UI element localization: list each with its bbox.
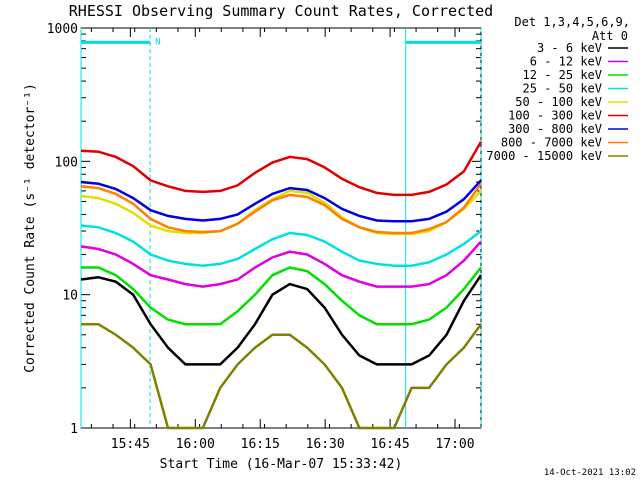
series-line-1 [80, 240, 482, 288]
series-line-8 [81, 322, 483, 430]
x-tick-label: 16:30 [306, 437, 345, 452]
legend-entry-label: 12 - 25 keV [523, 68, 602, 82]
x-axis-label: Start Time (16-Mar-07 15:33:42) [160, 457, 403, 472]
legend-header: Det 1,3,4,5,6,9, [514, 15, 630, 29]
legend-entry-label: 50 - 100 keV [515, 95, 602, 109]
series-line-5 [80, 141, 483, 197]
y-tick-label: 1 [70, 422, 78, 437]
legend-entry-label: 100 - 300 keV [508, 109, 602, 123]
chart-title: RHESSI Observing Summary Count Rates, Co… [69, 2, 493, 20]
y-tick-label: 1000 [47, 22, 78, 37]
series-line-2 [81, 266, 482, 326]
x-tick-label: 16:45 [371, 437, 410, 452]
x-tick-label: 17:00 [435, 437, 474, 452]
series-line-0 [80, 274, 483, 366]
plot-frame [80, 27, 482, 429]
legend-entry-label: 25 - 50 keV [523, 82, 602, 96]
plot-area: 1 10 100 1000 15:45 16:00 16:15 16:30 16:45 17:00… [47, 22, 483, 452]
legend-entry-label: 6 - 12 keV [530, 55, 602, 69]
marker-label: N [155, 37, 160, 47]
x-tick-label: 16:15 [241, 437, 280, 452]
y-axis-label: Corrected Count Rate (s⁻¹ detector⁻¹) [23, 83, 38, 373]
legend-subheader: Att 0 [592, 29, 628, 43]
series-line-6 [80, 179, 482, 223]
legend-entry-label: 800 - 7000 keV [501, 136, 602, 150]
series-line-7 [80, 182, 483, 235]
series-line-3 [80, 224, 482, 267]
x-tick-label: 16:00 [176, 437, 215, 452]
legend-entry-label: 3 - 6 keV [537, 41, 602, 55]
x-tick-label: 15:45 [111, 437, 150, 452]
y-tick-label: 100 [55, 155, 78, 170]
legend-entry-label: 7000 - 15000 keV [486, 149, 602, 163]
generated-timestamp: 14-Oct-2021 13:02 [544, 468, 636, 478]
y-tick-label: 10 [62, 289, 78, 304]
legend-entry-label: 300 - 800 keV [508, 122, 602, 136]
